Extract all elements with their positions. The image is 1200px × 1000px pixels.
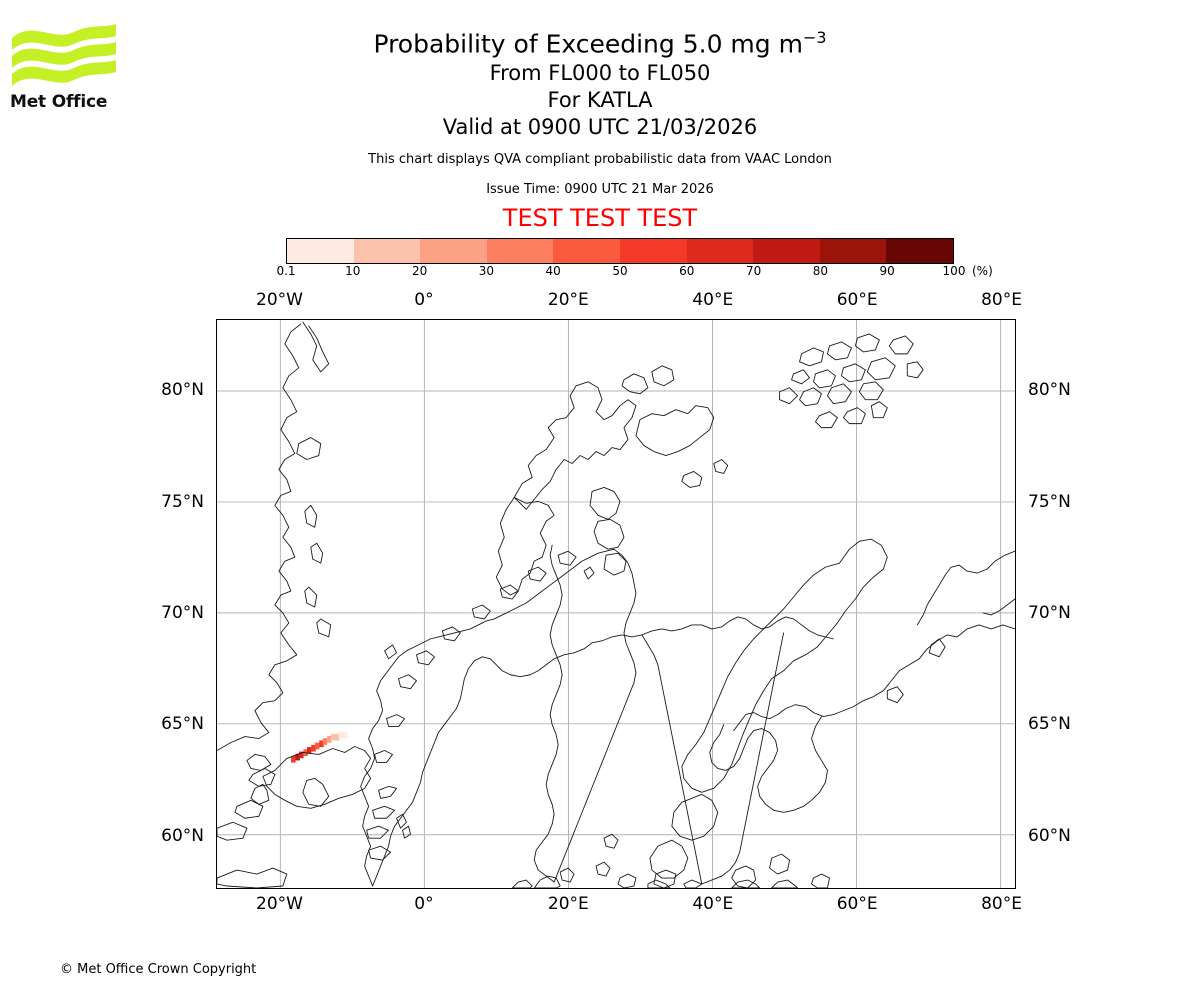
ash-probability-plume [291,731,348,763]
qva-note: This chart displays QVA compliant probab… [368,152,832,168]
colorbar-tick-20: 20 [411,264,428,278]
lat-label-65°N-left: 65°N [161,714,204,735]
ash-cell-8 [322,738,328,745]
ash-cell-10 [330,733,336,741]
colorbar-tick-0.1: 0.1 [276,264,296,278]
colorbar-tick-10: 10 [345,264,361,278]
chart-header: Probability of Exceeding 5.0 mg m−3 From… [0,22,1200,232]
met-office-logo [10,22,120,112]
coastlines [217,321,1015,888]
ash-cell-7 [319,740,324,748]
ash-cell-6 [314,742,320,750]
lon-label-40°E-bottom: 40°E [692,894,734,914]
colorbar-band-2 [420,239,487,263]
flight-level-subtitle: From FL000 to FL050 [489,61,711,86]
issue-time: Issue Time: 0900 UTC 21 Mar 2026 [486,182,714,198]
colorbar-tick-70: 70 [745,264,762,278]
colorbar-band-4 [553,239,620,263]
ash-cell-12 [338,731,344,739]
lon-label-0°-top: 0° [414,290,434,310]
colorbar-unit-label: (%) [972,264,993,278]
probability-colorbar [286,238,954,264]
page-title: Probability of Exceeding 5.0 mg m−3 [0,22,1200,60]
colorbar-tick-100: 100 [942,264,966,278]
ash-cell-5 [311,744,316,752]
lat-label-60°N-left: 60°N [161,825,204,846]
ash-probability-map [216,319,1016,889]
lat-label-80°N-right: 80°N [1028,380,1071,401]
colorbar-tick-80: 80 [812,264,829,278]
colorbar-tick-90: 90 [879,264,895,278]
ash-cell-9 [327,736,332,743]
valid-time-subtitle: Valid at 0900 UTC 21/03/2026 [442,115,758,140]
ash-cell-11 [335,733,340,741]
map-gridlines [217,320,1015,888]
ash-cell-2 [299,751,304,759]
volcano-subtitle: For KATLA [547,88,653,113]
lon-label-80°E-top: 80°E [981,290,1022,310]
lon-label-20°W-top: 20°W [256,290,304,310]
colorbar-swatches [286,238,954,264]
page-title-text: Probability of Exceeding 5.0 mg m [373,29,803,59]
test-banner: TEST TEST TEST [502,204,698,233]
colorbar-tick-40: 40 [545,264,561,278]
colorbar-band-7 [753,239,820,263]
colorbar-band-0 [287,239,354,263]
colorbar-band-8 [819,239,887,263]
lat-label-75°N-left: 75°N [161,491,204,512]
lon-label-0°-bottom: 0° [414,894,434,914]
lon-label-20°E-top: 20°E [547,290,589,310]
lat-label-80°N-left: 80°N [161,380,204,401]
ash-cell-0 [291,755,296,763]
colorbar-band-5 [619,239,687,263]
colorbar-band-6 [686,239,754,263]
page-title-exponent: −3 [802,28,827,47]
lon-label-20°W-bottom: 20°W [256,894,304,914]
lon-label-80°E-bottom: 80°E [981,894,1022,914]
lon-label-20°E-bottom: 20°E [547,894,589,914]
lon-label-60°E-bottom: 60°E [836,894,878,914]
lon-label-60°E-top: 60°E [836,290,878,310]
lat-label-70°N-left: 70°N [161,602,204,623]
colorbar-tick-50: 50 [612,264,628,278]
colorbar-band-9 [886,239,953,263]
ash-cell-4 [306,747,312,754]
colorbar-band-3 [486,239,554,263]
copyright-notice: © Met Office Crown Copyright [60,962,257,977]
lat-label-70°N-right: 70°N [1028,602,1071,623]
lat-label-65°N-right: 65°N [1028,714,1071,735]
lon-label-40°E-top: 40°E [692,290,734,310]
colorbar-tick-30: 30 [478,264,495,278]
colorbar-band-1 [353,239,421,263]
colorbar-tick-labels: 0.1 10 20 30 40 50 60 70 80 90 100 [0,264,1200,282]
colorbar-tick-60: 60 [679,264,695,278]
ash-cell-1 [295,753,300,761]
lat-label-75°N-right: 75°N [1028,491,1071,512]
met-office-wordmark: Met Office [10,92,108,112]
ash-cell-13 [342,731,348,739]
met-office-wave-icon [12,24,116,86]
lat-label-60°N-right: 60°N [1028,825,1071,846]
